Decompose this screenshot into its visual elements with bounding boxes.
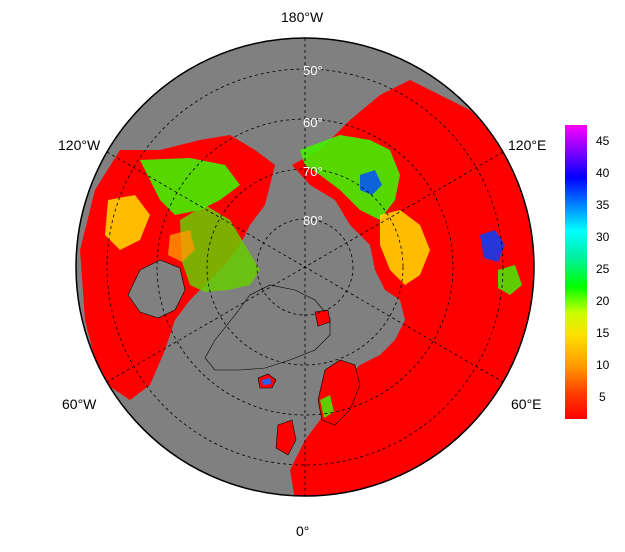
lat-circle-70 [206,168,404,366]
colorbar-tick-20: 20 [596,294,610,308]
colorbar: 45 40 35 30 25 20 15 10 5 [565,125,610,419]
graticule-meridians [106,38,504,496]
patch-na-yellow [105,195,150,250]
lon-label-upper-right: 120°E [508,137,546,153]
lon-label-upper-left: 120°W [58,137,101,153]
land-british-isles [275,419,297,456]
lat-label-60: 60° [303,115,323,130]
patch-scandinavia-green [320,395,334,418]
colorbar-tick-35: 35 [596,198,610,212]
patch-na-green-1 [140,158,240,215]
lon-label-lower-left: 60°W [62,396,97,412]
colorbar-tick-25: 25 [596,262,610,276]
map-disk: 50° 60° 70° 80° [76,38,534,496]
map-border [75,37,535,497]
colorbar-tick-40: 40 [596,166,610,180]
lon-label-top: 180°W [281,9,324,25]
colorbar-tick-45: 45 [596,134,610,148]
lat-label-50: 50° [303,63,323,78]
land-greenland [204,284,331,371]
patch-siberia-green [300,135,400,220]
patch-siberia-yellow [380,210,430,285]
lon-label-lower-right: 60°E [511,396,542,412]
colorbar-tick-15: 15 [596,326,610,340]
patch-iceland-blue [262,378,271,385]
colorbar-tick-5: 5 [599,390,606,404]
patch-east-siberia-blue [480,230,505,262]
meridian-120 [106,151,504,383]
colorbar-gradient [565,125,587,419]
patch-siberia-blue [360,170,382,195]
land-canadian-archipelago [180,205,260,292]
land-masses [80,80,534,496]
patch-na-orange [168,230,195,262]
hudson-bay [127,259,186,319]
lon-label-bottom: 0° [296,523,309,539]
lat-label-80: 80° [303,213,323,228]
patch-east-siberia-green [498,265,522,295]
colorbar-tick-10: 10 [596,358,610,372]
colorbar-tick-30: 30 [596,230,610,244]
land-svalbard [314,309,331,327]
lat-circle-80 [256,218,354,316]
lat-label-70: 70° [303,164,323,179]
